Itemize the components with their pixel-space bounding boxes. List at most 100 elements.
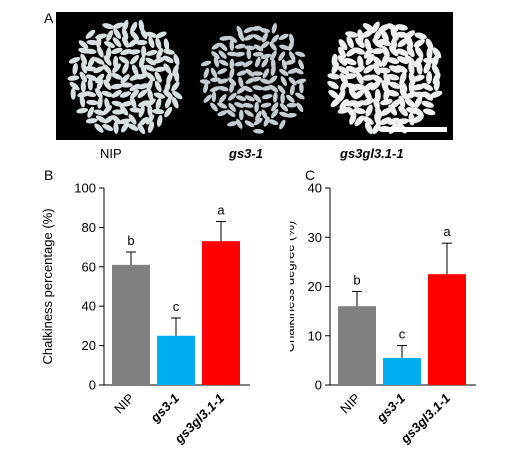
grain — [422, 91, 434, 101]
grain — [86, 99, 99, 106]
grain — [203, 67, 210, 79]
grain — [111, 89, 122, 98]
grain — [288, 40, 294, 52]
grain — [352, 100, 365, 108]
grain — [155, 98, 162, 110]
y-tick-label: 80 — [82, 220, 96, 235]
category-label: gs3-1 — [373, 391, 408, 426]
grain — [352, 47, 366, 55]
grain — [94, 123, 104, 133]
grain — [153, 92, 166, 99]
grain — [355, 37, 365, 48]
grain — [260, 102, 272, 108]
grain — [295, 78, 307, 84]
grain — [286, 112, 297, 118]
grain — [211, 51, 220, 60]
grain — [211, 91, 217, 103]
grain — [414, 32, 427, 40]
grain — [146, 79, 153, 92]
grain — [211, 42, 222, 50]
grain — [415, 46, 424, 58]
y-axis-label: Chalkiness degree (%) — [290, 221, 297, 353]
grain — [87, 78, 93, 91]
grain — [130, 21, 138, 33]
grain — [388, 65, 401, 73]
grain — [404, 30, 415, 40]
grain — [140, 27, 148, 40]
grain — [234, 61, 245, 67]
grain — [68, 57, 81, 64]
grain — [261, 58, 269, 68]
significance-label: c — [399, 327, 406, 342]
grain — [288, 51, 296, 62]
grain — [203, 82, 209, 94]
grain — [213, 56, 220, 68]
grain — [154, 66, 167, 72]
grain — [279, 44, 290, 51]
photo-label-nip: NIP — [100, 146, 122, 161]
grain — [69, 81, 80, 91]
grain — [425, 38, 434, 51]
y-tick-label: 40 — [82, 299, 96, 314]
grain-photo-svg — [67, 19, 447, 135]
grain — [364, 88, 372, 101]
grain — [229, 58, 235, 70]
grain — [277, 85, 286, 94]
grain — [103, 40, 116, 49]
grain — [413, 107, 424, 118]
grain — [210, 67, 218, 78]
grain — [327, 73, 341, 80]
grain — [128, 38, 139, 48]
grain — [244, 109, 254, 117]
grain — [227, 35, 238, 43]
grain — [129, 107, 142, 113]
grain — [147, 104, 153, 117]
grain — [138, 116, 149, 127]
grain — [395, 65, 408, 73]
grain — [286, 102, 298, 108]
grain — [102, 123, 114, 132]
grain — [299, 82, 304, 94]
grain — [173, 54, 180, 66]
grain — [331, 61, 339, 74]
grain — [244, 95, 255, 102]
grain — [154, 71, 162, 83]
grain — [210, 102, 218, 112]
grain — [330, 97, 341, 108]
grain — [147, 88, 154, 101]
grain — [278, 51, 286, 61]
grain — [86, 39, 99, 46]
grain — [349, 112, 357, 125]
grain — [271, 23, 277, 34]
grain — [95, 88, 103, 99]
grain — [377, 67, 391, 74]
grain — [229, 40, 235, 51]
grain — [85, 29, 96, 39]
grain — [253, 44, 264, 52]
grain — [262, 68, 270, 79]
y-tick-label: 60 — [82, 259, 96, 274]
grain — [209, 86, 221, 92]
grain — [370, 80, 381, 91]
grain — [254, 101, 259, 113]
grain — [138, 105, 145, 118]
grain — [236, 118, 243, 129]
grain — [279, 119, 286, 130]
grain — [261, 109, 268, 120]
grain — [414, 96, 423, 109]
grain — [339, 98, 349, 110]
grain — [261, 94, 273, 100]
grain — [138, 100, 150, 108]
grain — [227, 121, 238, 127]
grain — [129, 96, 137, 109]
grain — [102, 23, 114, 30]
grain — [103, 115, 115, 124]
grain — [79, 95, 86, 108]
grain — [128, 49, 141, 55]
photo-label-gs3: gs3-1 — [229, 146, 263, 161]
grain — [218, 50, 227, 59]
grain — [219, 36, 231, 41]
category-label: gs3-1 — [147, 391, 182, 426]
grain — [296, 102, 304, 113]
grain — [272, 91, 278, 103]
